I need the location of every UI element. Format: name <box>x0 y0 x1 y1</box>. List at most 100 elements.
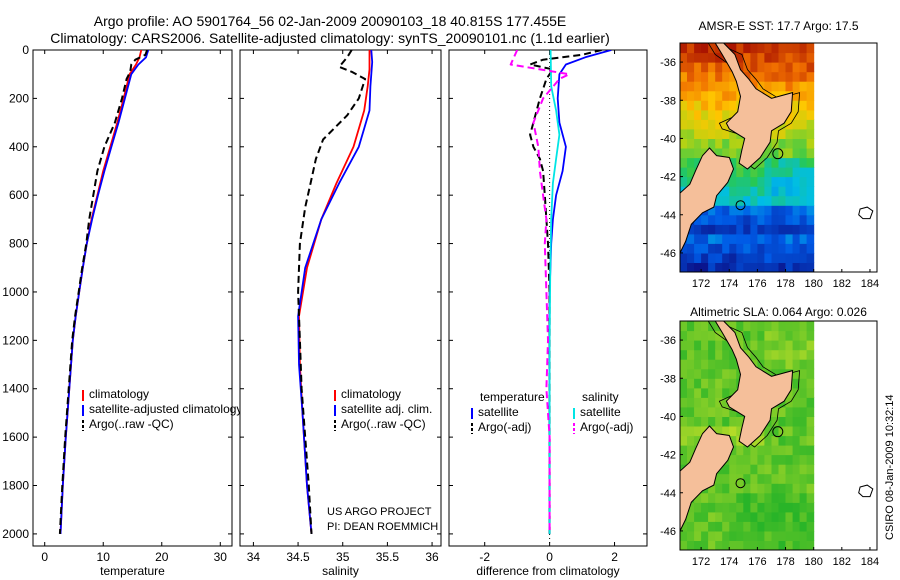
heatmap-cell <box>722 349 730 360</box>
heatmap-cell <box>722 233 730 244</box>
heatmap-cell <box>799 445 808 456</box>
heatmap-cell <box>743 492 751 503</box>
heatmap-cell <box>771 359 780 370</box>
heatmap-cell <box>680 521 688 532</box>
y-tick-label: 200 <box>9 91 29 105</box>
heatmap-cell <box>764 521 772 532</box>
y-tick-label: 600 <box>9 188 29 202</box>
series-line-argo-raw-qc- <box>297 50 367 534</box>
heatmap-cell <box>785 214 794 225</box>
heatmap-cell <box>757 340 765 351</box>
y-tick-label: 1000 <box>2 285 29 299</box>
heatmap-cell <box>799 119 808 130</box>
heatmap-cell <box>778 483 787 494</box>
heatmap-cell <box>715 252 723 263</box>
heatmap-cell <box>687 224 695 235</box>
heatmap-cell <box>785 359 794 370</box>
heatmap-cell <box>750 492 758 503</box>
heatmap-cell <box>771 511 780 522</box>
heatmap-cell <box>722 416 730 427</box>
heatmap-cell <box>680 252 688 263</box>
heatmap-cell <box>736 321 744 332</box>
heatmap-cell <box>701 214 709 225</box>
heatmap-cell <box>708 387 716 398</box>
x-tick-label: 0 <box>41 550 48 564</box>
heatmap-cell <box>680 321 688 332</box>
heatmap-cell <box>736 43 744 54</box>
heatmap-cell <box>750 233 758 244</box>
heatmap-cell <box>764 195 772 206</box>
heatmap-cell <box>771 406 780 417</box>
series-line-argo-raw-qc- <box>58 50 149 534</box>
heatmap-cell <box>736 330 744 341</box>
heatmap-cell <box>771 252 780 263</box>
heatmap-cell <box>799 464 808 475</box>
heatmap-cell <box>778 406 787 417</box>
heatmap-cell <box>764 224 772 235</box>
heatmap-cell <box>764 52 772 63</box>
heatmap-cell <box>694 530 702 541</box>
heatmap-cell <box>701 530 709 541</box>
heatmap-cell <box>715 71 723 82</box>
heatmap-cell <box>757 233 765 244</box>
heatmap-cell <box>778 492 787 503</box>
heatmap-cell <box>715 138 723 149</box>
heatmap-cell <box>736 214 744 225</box>
heatmap-cell <box>694 71 702 82</box>
heatmap-cell <box>736 167 744 178</box>
x-tick-label: 174 <box>720 556 738 568</box>
heatmap-cell <box>792 378 801 389</box>
heatmap-cell <box>785 426 794 437</box>
heatmap-cell <box>708 100 716 111</box>
salinity-panel: 34 34.5 35 35.5 36 salinity climatologysatelli… <box>239 49 442 578</box>
heatmap-cell <box>680 157 688 168</box>
heatmap-cell <box>680 71 688 82</box>
heatmap-cell <box>792 340 801 351</box>
heatmap-cell <box>687 321 695 332</box>
heatmap-cell <box>778 262 787 272</box>
heatmap-cell <box>771 243 780 254</box>
heatmap-cell <box>792 157 801 168</box>
heatmap-cell <box>708 378 716 389</box>
heatmap-cell <box>785 502 794 513</box>
heatmap-cell <box>687 502 695 513</box>
heatmap-cell <box>757 521 765 532</box>
x-tick-label: 174 <box>720 278 738 290</box>
heatmap-cell <box>792 454 801 465</box>
heatmap-cell <box>771 167 780 178</box>
heatmap-cell <box>757 224 765 235</box>
heatmap-cell <box>708 483 716 494</box>
heatmap-cell <box>792 243 801 254</box>
x-tick-label: 30 <box>214 550 228 564</box>
heatmap-cell <box>806 214 815 225</box>
heatmap-cell <box>680 368 688 379</box>
heatmap-cell <box>729 540 737 550</box>
heatmap-cell <box>701 90 709 101</box>
heatmap-cell <box>806 359 815 370</box>
heatmap-cell <box>708 243 716 254</box>
heatmap-cell <box>757 167 765 178</box>
heatmap-cell <box>722 128 730 139</box>
y-tick-label: 1200 <box>2 333 29 347</box>
heatmap-cell <box>806 71 815 82</box>
heatmap-cell <box>736 52 744 63</box>
heatmap-cell <box>715 119 723 130</box>
heatmap-cell <box>708 540 716 550</box>
heatmap-cell <box>708 119 716 130</box>
heatmap-cell <box>708 321 716 332</box>
x-tick-label: 184 <box>861 556 879 568</box>
heatmap-cell <box>757 492 765 503</box>
heatmap-cell <box>771 195 780 206</box>
heatmap-cell <box>778 359 787 370</box>
heatmap-cell <box>680 330 688 341</box>
heatmap-cell <box>771 176 780 187</box>
heatmap-cell <box>701 119 709 130</box>
heatmap-cell <box>792 521 801 532</box>
x-tick-label: 36 <box>425 550 439 564</box>
heatmap-cell <box>694 243 702 254</box>
heatmap-cell <box>729 387 737 398</box>
heatmap-cell <box>694 128 702 139</box>
heatmap-cell <box>722 109 730 120</box>
heatmap-cell <box>715 262 723 272</box>
heatmap-cell <box>687 397 695 408</box>
